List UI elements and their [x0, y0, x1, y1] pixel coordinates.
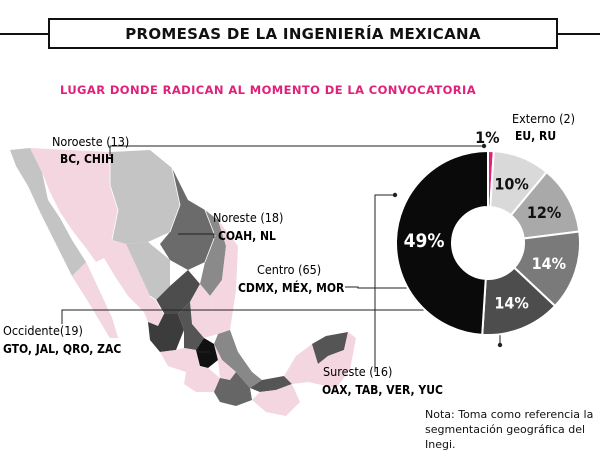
footnote-line-2: segmentación geográfica del Inegi. — [425, 423, 586, 451]
map-tamaulipas — [210, 220, 238, 334]
donut-label-occidente: 14% — [532, 254, 566, 273]
donut-label-centro: 49% — [404, 230, 445, 252]
callout-occidente-name: Occidente(19) — [3, 323, 83, 338]
donut-chart: 1% 10% 12% 14% 14% 49% — [395, 128, 581, 336]
donut-label-noroeste: 10% — [494, 174, 528, 193]
callout-lines — [61, 145, 501, 372]
map-centro — [196, 338, 218, 368]
callout-labels: Noroeste (13) BC, CHIH Noreste (18) COAH… — [3, 111, 575, 397]
page-title: PROMESAS DE LA INGENIERÍA MEXICANA — [125, 24, 481, 43]
donut-label-externo: 1% — [475, 128, 499, 147]
map-slp — [190, 284, 218, 338]
map-baja-sur — [72, 262, 118, 338]
map-veracruz — [214, 330, 262, 388]
map-guerrero — [184, 366, 220, 392]
map-nayarit — [144, 296, 164, 326]
callout-externo-name: Externo (2) — [512, 111, 575, 126]
footnote: Nota: Toma como referencia la segmentaci… — [425, 407, 600, 452]
donut-label-sureste: 14% — [494, 294, 528, 313]
map-puebla — [214, 344, 236, 380]
map-sinaloa — [104, 240, 150, 312]
callout-noroeste-states: BC, CHIH — [60, 152, 114, 166]
donut-label-noreste: 12% — [527, 203, 561, 222]
callout-externo-states: EU, RU — [515, 129, 556, 143]
map-guanajuato-qro — [178, 302, 204, 350]
map-quintana-roo — [308, 332, 356, 388]
map-yucatan — [312, 332, 348, 364]
callout-centro-name: Centro (65) — [257, 262, 321, 277]
callout-occidente-states: GTO, JAL, QRO, ZAC — [3, 342, 121, 356]
map-chiapas — [252, 384, 300, 416]
title-box: PROMESAS DE LA INGENIERÍA MEXICANA — [48, 18, 558, 49]
map-michoacan — [160, 348, 200, 372]
map-nuevo-leon — [200, 210, 226, 296]
footnote-line-1: Nota: Toma como referencia la — [425, 408, 594, 421]
map-tabasco — [250, 376, 292, 392]
map-jalisco — [148, 314, 184, 352]
callout-noroeste-name: Noroeste (13) — [52, 134, 129, 149]
mexico-map — [10, 148, 356, 416]
map-durango — [126, 242, 170, 300]
map-sonora — [30, 148, 118, 262]
donut-slice-centro — [395, 149, 489, 336]
leader-sureste — [374, 194, 395, 372]
leader-noroeste — [109, 145, 484, 156]
callout-noreste-name: Noreste (18) — [213, 210, 283, 225]
leader-occidente — [61, 309, 440, 324]
chart-subtitle: LUGAR DONDE RADICAN AL MOMENTO DE LA CON… — [60, 83, 477, 97]
callout-noreste-states: COAH, NL — [218, 229, 276, 243]
callout-sureste-states: OAX, TAB, VER, YUC — [322, 383, 443, 397]
leader-noreste — [178, 233, 215, 238]
callout-centro-states: CDMX, MÉX, MOR — [238, 280, 345, 295]
map-chihuahua — [110, 150, 180, 244]
map-oaxaca — [214, 372, 252, 406]
map-coahuila — [160, 168, 215, 270]
map-campeche — [284, 344, 318, 384]
callout-sureste-name: Sureste (16) — [323, 364, 392, 379]
